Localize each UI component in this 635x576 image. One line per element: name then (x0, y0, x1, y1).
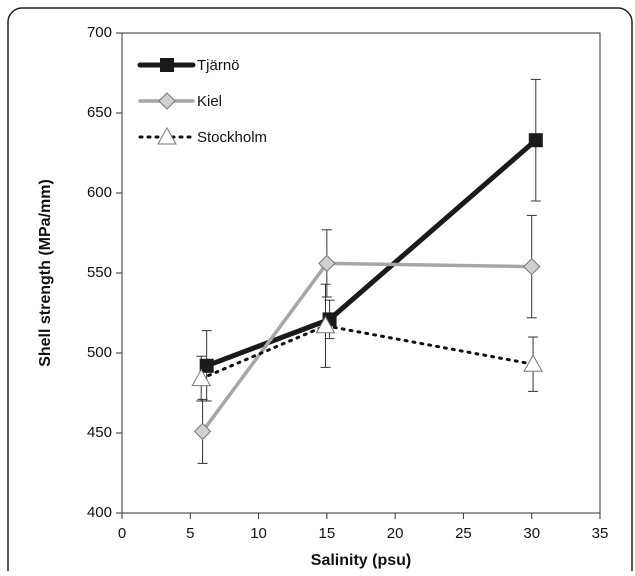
frame (7, 7, 633, 576)
y-tick-label: 500 (87, 344, 112, 361)
legend-label: Tjärnö (197, 57, 240, 74)
y-tick-label: 650 (87, 104, 112, 121)
legend-marker (158, 92, 176, 110)
marker (199, 358, 214, 373)
x-axis-title: Salinity (psu) (311, 552, 411, 569)
x-tick-label: 15 (319, 525, 336, 542)
y-tick-label: 450 (87, 424, 112, 441)
marker (523, 257, 541, 276)
plot-area (121, 32, 601, 514)
y-tick-label: 700 (87, 24, 112, 41)
marker (193, 422, 212, 441)
x-tick-label: 20 (387, 525, 404, 542)
series-line (199, 324, 535, 381)
legend-marker (160, 58, 174, 72)
y-tick-label: 600 (87, 184, 112, 201)
marker (315, 315, 336, 334)
x-tick-label: 25 (455, 525, 472, 542)
marker (318, 254, 336, 273)
x-tick-label: 35 (592, 525, 609, 542)
x-tick-label: 30 (523, 525, 540, 542)
y-tick-label: 550 (87, 264, 112, 281)
series-line (204, 137, 539, 369)
marker (523, 354, 543, 372)
legend-marker (157, 126, 177, 145)
x-tick-label: 0 (118, 525, 126, 542)
x-tick-label: 5 (186, 525, 194, 542)
legend-label: Kiel (197, 93, 222, 110)
y-tick-label: 400 (87, 504, 112, 521)
marker (191, 368, 212, 387)
legend-label: Stockholm (197, 129, 267, 146)
x-tick-label: 10 (250, 525, 267, 542)
marker (528, 133, 543, 148)
y-axis-title: Shell strength (MPa/mm) (37, 179, 54, 367)
